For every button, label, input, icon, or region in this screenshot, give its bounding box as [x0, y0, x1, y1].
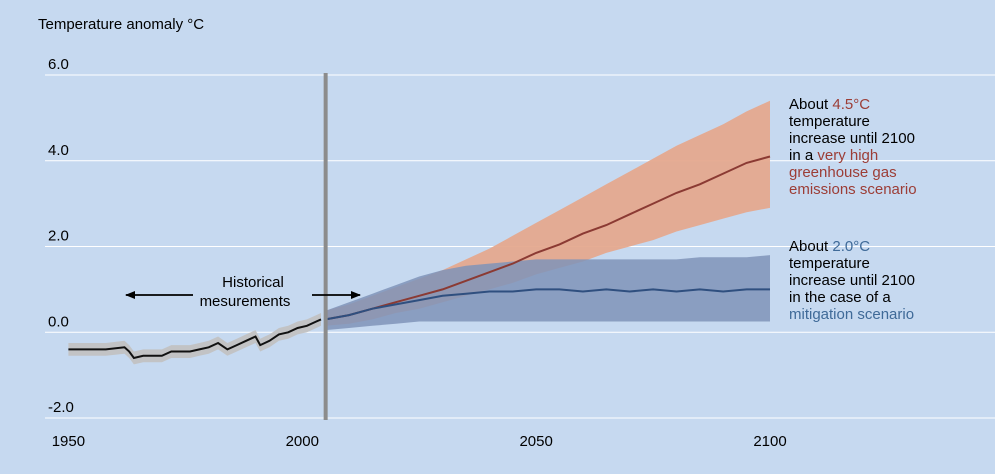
x-tick-label: 2000: [286, 433, 319, 450]
annotation-high: About 4.5°C temperature increase until 2…: [789, 96, 917, 198]
line-mitigation: [325, 288, 770, 321]
annotation-high-line-3: increase until 2100: [789, 130, 915, 147]
band-high_emissions: [325, 100, 770, 326]
annotation-low-line-1: About 2.0°C: [789, 238, 871, 255]
y-tick-label: 4.0: [48, 142, 69, 159]
x-tick-label: 1950: [52, 433, 85, 450]
x-tick-label: 2100: [753, 433, 786, 450]
y-tick-label: 0.0: [48, 313, 69, 330]
annotation-high-line-6: emissions scenario: [789, 181, 917, 198]
y-axis-label: Temperature anomaly °C: [38, 16, 204, 33]
annotation-low: About 2.0°C temperature increase until 2…: [789, 238, 915, 323]
x-tick-label: 2050: [519, 433, 552, 450]
y-tick-label: 6.0: [48, 56, 69, 73]
annotation-low-line-2: temperature: [789, 255, 870, 272]
y-tick-label: -2.0: [48, 399, 74, 416]
tick-labels: 6.0 4.0 2.0 0.0 -2.0 1950 2000 2050 2100: [48, 56, 787, 450]
annotation-low-line-4: in the case of a: [789, 289, 891, 306]
line-historical: [68, 318, 322, 360]
historical-label-line-1: Historical: [222, 274, 284, 291]
line-high_emissions: [325, 155, 771, 321]
series-lines: [68, 155, 771, 360]
annotation-high-line-2: temperature: [789, 113, 870, 130]
annotation-high-line-1: About 4.5°C: [789, 96, 871, 113]
annotation-high-line-5: greenhouse gas: [789, 164, 897, 181]
annotation-high-line-4: in a very high: [789, 147, 879, 164]
annotation-low-line-3: increase until 2100: [789, 272, 915, 289]
y-tick-label: 2.0: [48, 228, 69, 245]
band-historical: [68, 313, 322, 365]
confidence-bands: [68, 100, 770, 365]
annotation-low-line-5: mitigation scenario: [789, 306, 915, 323]
historical-label-line-2: mesurements: [200, 293, 291, 310]
historical-arrows: Historical mesurements: [125, 274, 361, 310]
band-mitigation: [325, 255, 770, 331]
